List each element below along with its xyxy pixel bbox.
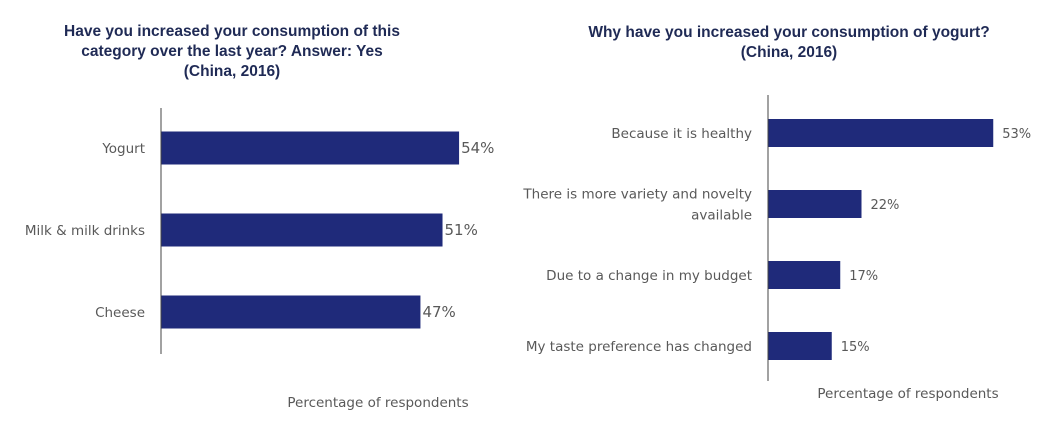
- category-label: Because it is healthy: [611, 126, 752, 142]
- bar: [768, 332, 832, 360]
- value-label: 54%: [461, 139, 494, 157]
- x-axis-label: Percentage of respondents: [287, 395, 468, 411]
- chart-consumption-increase: Have you increased your consumption of t…: [25, 23, 495, 411]
- chart-title-line: category over the last year? Answer: Yes: [81, 43, 383, 60]
- bar: [768, 261, 841, 289]
- category-label: There is more variety and novelty availab…: [522, 187, 752, 224]
- chart-title-line: Why have you increased your consumption …: [588, 24, 989, 41]
- category-label: Milk & milk drinks: [25, 223, 145, 239]
- chart-title-line: (China, 2016): [184, 63, 280, 80]
- chart-yogurt-reasons: Why have you increased your consumption …: [522, 24, 1031, 402]
- bar: [161, 213, 443, 247]
- category-label-line: Due to a change in my budget: [546, 268, 752, 284]
- category-label-line: My taste preference has changed: [526, 339, 752, 355]
- bar: [768, 119, 994, 147]
- value-label: 47%: [422, 303, 455, 321]
- x-axis-label: Percentage of respondents: [817, 386, 998, 402]
- bar: [161, 131, 460, 165]
- category-label: Cheese: [95, 305, 145, 321]
- value-label: 53%: [1002, 127, 1031, 142]
- bar: [768, 190, 862, 218]
- category-label-line: Because it is healthy: [611, 126, 752, 142]
- category-label-line: Yogurt: [101, 141, 145, 157]
- value-label: 15%: [841, 340, 870, 355]
- chart-title-line: Have you increased your consumption of t…: [64, 23, 400, 40]
- category-label-line: available: [691, 208, 752, 224]
- category-label-line: Cheese: [95, 305, 145, 321]
- value-label: 51%: [445, 221, 478, 239]
- bar: [161, 295, 421, 329]
- category-label: My taste preference has changed: [526, 339, 752, 355]
- chart-title-line: (China, 2016): [741, 44, 837, 61]
- category-label: Due to a change in my budget: [546, 268, 752, 284]
- category-label-line: Milk & milk drinks: [25, 223, 145, 239]
- value-label: 17%: [849, 269, 878, 284]
- chart-title: Why have you increased your consumption …: [588, 24, 989, 61]
- category-label-line: There is more variety and novelty: [522, 187, 752, 203]
- value-label: 22%: [871, 198, 900, 213]
- chart-title: Have you increased your consumption of t…: [64, 23, 400, 80]
- category-label: Yogurt: [101, 141, 145, 157]
